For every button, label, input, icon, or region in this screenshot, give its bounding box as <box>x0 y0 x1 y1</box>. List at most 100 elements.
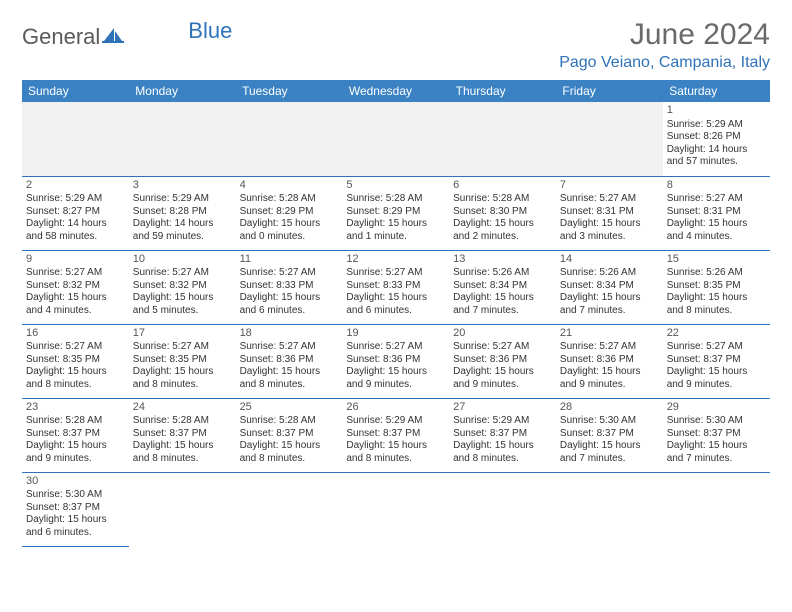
daylight-text: Daylight: 15 hours and 1 minute. <box>346 218 445 243</box>
calendar-cell: 9Sunrise: 5:27 AMSunset: 8:32 PMDaylight… <box>22 250 129 324</box>
sunset-text: Sunset: 8:37 PM <box>240 428 339 441</box>
calendar-cell: 20Sunrise: 5:27 AMSunset: 8:36 PMDayligh… <box>449 324 556 398</box>
daylight-text: Daylight: 15 hours and 9 minutes. <box>453 366 552 391</box>
calendar-cell: 1Sunrise: 5:29 AMSunset: 8:26 PMDaylight… <box>663 102 770 176</box>
sunrise-text: Sunrise: 5:28 AM <box>240 415 339 428</box>
brand-part2: Blue <box>188 18 232 44</box>
day-number: 21 <box>560 327 659 341</box>
daylight-text: Daylight: 15 hours and 8 minutes. <box>133 366 232 391</box>
sunset-text: Sunset: 8:37 PM <box>667 354 766 367</box>
day-number: 25 <box>240 401 339 415</box>
sunrise-text: Sunrise: 5:29 AM <box>133 193 232 206</box>
day-number: 7 <box>560 179 659 193</box>
sunrise-text: Sunrise: 5:27 AM <box>667 341 766 354</box>
sunset-text: Sunset: 8:28 PM <box>133 206 232 219</box>
sunset-text: Sunset: 8:37 PM <box>560 428 659 441</box>
daylight-text: Daylight: 15 hours and 9 minutes. <box>667 366 766 391</box>
daylight-text: Daylight: 15 hours and 4 minutes. <box>26 292 125 317</box>
daylight-text: Daylight: 15 hours and 6 minutes. <box>346 292 445 317</box>
sunrise-text: Sunrise: 5:27 AM <box>346 267 445 280</box>
calendar-week-row: 2Sunrise: 5:29 AMSunset: 8:27 PMDaylight… <box>22 176 770 250</box>
sunrise-text: Sunrise: 5:28 AM <box>240 193 339 206</box>
month-title: June 2024 <box>559 18 770 52</box>
daylight-text: Daylight: 15 hours and 7 minutes. <box>560 292 659 317</box>
day-number: 29 <box>667 401 766 415</box>
calendar-cell: 25Sunrise: 5:28 AMSunset: 8:37 PMDayligh… <box>236 398 343 472</box>
calendar-table: Sunday Monday Tuesday Wednesday Thursday… <box>22 80 770 547</box>
daylight-text: Daylight: 15 hours and 8 minutes. <box>346 440 445 465</box>
daylight-text: Daylight: 15 hours and 4 minutes. <box>667 218 766 243</box>
title-block: June 2024 Pago Veiano, Campania, Italy <box>559 18 770 72</box>
sunrise-text: Sunrise: 5:30 AM <box>560 415 659 428</box>
sunset-text: Sunset: 8:26 PM <box>667 131 766 144</box>
daylight-text: Daylight: 15 hours and 8 minutes. <box>240 366 339 391</box>
day-number: 17 <box>133 327 232 341</box>
sunset-text: Sunset: 8:31 PM <box>560 206 659 219</box>
calendar-week-row: 9Sunrise: 5:27 AMSunset: 8:32 PMDaylight… <box>22 250 770 324</box>
sail-icon <box>102 24 124 50</box>
calendar-cell: 17Sunrise: 5:27 AMSunset: 8:35 PMDayligh… <box>129 324 236 398</box>
sunset-text: Sunset: 8:32 PM <box>26 280 125 293</box>
sunrise-text: Sunrise: 5:26 AM <box>453 267 552 280</box>
calendar-cell: 15Sunrise: 5:26 AMSunset: 8:35 PMDayligh… <box>663 250 770 324</box>
day-number: 11 <box>240 253 339 267</box>
sunrise-text: Sunrise: 5:26 AM <box>667 267 766 280</box>
col-friday: Friday <box>556 80 663 102</box>
sunrise-text: Sunrise: 5:29 AM <box>346 415 445 428</box>
calendar-cell: 26Sunrise: 5:29 AMSunset: 8:37 PMDayligh… <box>342 398 449 472</box>
day-number: 3 <box>133 179 232 193</box>
day-number: 19 <box>346 327 445 341</box>
daylight-text: Daylight: 15 hours and 8 minutes. <box>453 440 552 465</box>
calendar-cell <box>663 472 770 546</box>
calendar-cell: 23Sunrise: 5:28 AMSunset: 8:37 PMDayligh… <box>22 398 129 472</box>
sunrise-text: Sunrise: 5:27 AM <box>453 341 552 354</box>
sunrise-text: Sunrise: 5:27 AM <box>26 341 125 354</box>
sunset-text: Sunset: 8:36 PM <box>240 354 339 367</box>
calendar-cell: 13Sunrise: 5:26 AMSunset: 8:34 PMDayligh… <box>449 250 556 324</box>
calendar-cell: 4Sunrise: 5:28 AMSunset: 8:29 PMDaylight… <box>236 176 343 250</box>
sunset-text: Sunset: 8:37 PM <box>346 428 445 441</box>
col-sunday: Sunday <box>22 80 129 102</box>
sunset-text: Sunset: 8:35 PM <box>667 280 766 293</box>
sunset-text: Sunset: 8:29 PM <box>346 206 445 219</box>
calendar-cell: 6Sunrise: 5:28 AMSunset: 8:30 PMDaylight… <box>449 176 556 250</box>
calendar-cell <box>342 102 449 176</box>
day-number: 10 <box>133 253 232 267</box>
col-monday: Monday <box>129 80 236 102</box>
calendar-cell: 22Sunrise: 5:27 AMSunset: 8:37 PMDayligh… <box>663 324 770 398</box>
daylight-text: Daylight: 15 hours and 7 minutes. <box>667 440 766 465</box>
daylight-text: Daylight: 15 hours and 0 minutes. <box>240 218 339 243</box>
sunrise-text: Sunrise: 5:30 AM <box>26 489 125 502</box>
calendar-cell: 2Sunrise: 5:29 AMSunset: 8:27 PMDaylight… <box>22 176 129 250</box>
sunrise-text: Sunrise: 5:30 AM <box>667 415 766 428</box>
calendar-cell: 28Sunrise: 5:30 AMSunset: 8:37 PMDayligh… <box>556 398 663 472</box>
daylight-text: Daylight: 15 hours and 8 minutes. <box>667 292 766 317</box>
calendar-cell <box>556 472 663 546</box>
calendar-cell <box>129 102 236 176</box>
day-number: 22 <box>667 327 766 341</box>
sunset-text: Sunset: 8:35 PM <box>133 354 232 367</box>
daylight-text: Daylight: 14 hours and 59 minutes. <box>133 218 232 243</box>
day-number: 6 <box>453 179 552 193</box>
sunset-text: Sunset: 8:37 PM <box>26 428 125 441</box>
sunrise-text: Sunrise: 5:29 AM <box>26 193 125 206</box>
calendar-cell <box>556 102 663 176</box>
sunset-text: Sunset: 8:29 PM <box>240 206 339 219</box>
day-number: 4 <box>240 179 339 193</box>
calendar-week-row: 23Sunrise: 5:28 AMSunset: 8:37 PMDayligh… <box>22 398 770 472</box>
daylight-text: Daylight: 15 hours and 9 minutes. <box>560 366 659 391</box>
col-wednesday: Wednesday <box>342 80 449 102</box>
sunset-text: Sunset: 8:37 PM <box>453 428 552 441</box>
calendar-cell: 5Sunrise: 5:28 AMSunset: 8:29 PMDaylight… <box>342 176 449 250</box>
calendar-cell <box>129 472 236 546</box>
day-number: 18 <box>240 327 339 341</box>
daylight-text: Daylight: 15 hours and 7 minutes. <box>560 440 659 465</box>
sunset-text: Sunset: 8:36 PM <box>453 354 552 367</box>
daylight-text: Daylight: 15 hours and 3 minutes. <box>560 218 659 243</box>
sunrise-text: Sunrise: 5:28 AM <box>346 193 445 206</box>
calendar-cell: 12Sunrise: 5:27 AMSunset: 8:33 PMDayligh… <box>342 250 449 324</box>
calendar-cell: 7Sunrise: 5:27 AMSunset: 8:31 PMDaylight… <box>556 176 663 250</box>
sunset-text: Sunset: 8:33 PM <box>346 280 445 293</box>
calendar-cell <box>449 472 556 546</box>
calendar-cell <box>236 472 343 546</box>
